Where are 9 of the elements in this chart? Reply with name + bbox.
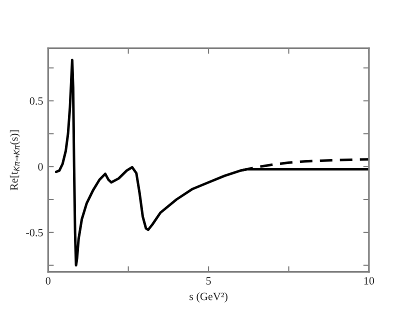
y-tick-label: 0.5 <box>30 97 43 105</box>
x-tick-label: 10 <box>364 277 374 285</box>
y-axis-title: Re[t$_{Kπ→Kπ}$(s)] <box>10 130 20 190</box>
line-series <box>54 58 369 267</box>
x-tick-label: 0 <box>46 277 50 285</box>
x-tick-label: 5 <box>206 277 211 285</box>
y-tick-label: -0.5 <box>26 228 43 236</box>
x-axis-title: s (GeV²) <box>190 292 228 302</box>
y-tick-label: 0 <box>38 163 43 171</box>
